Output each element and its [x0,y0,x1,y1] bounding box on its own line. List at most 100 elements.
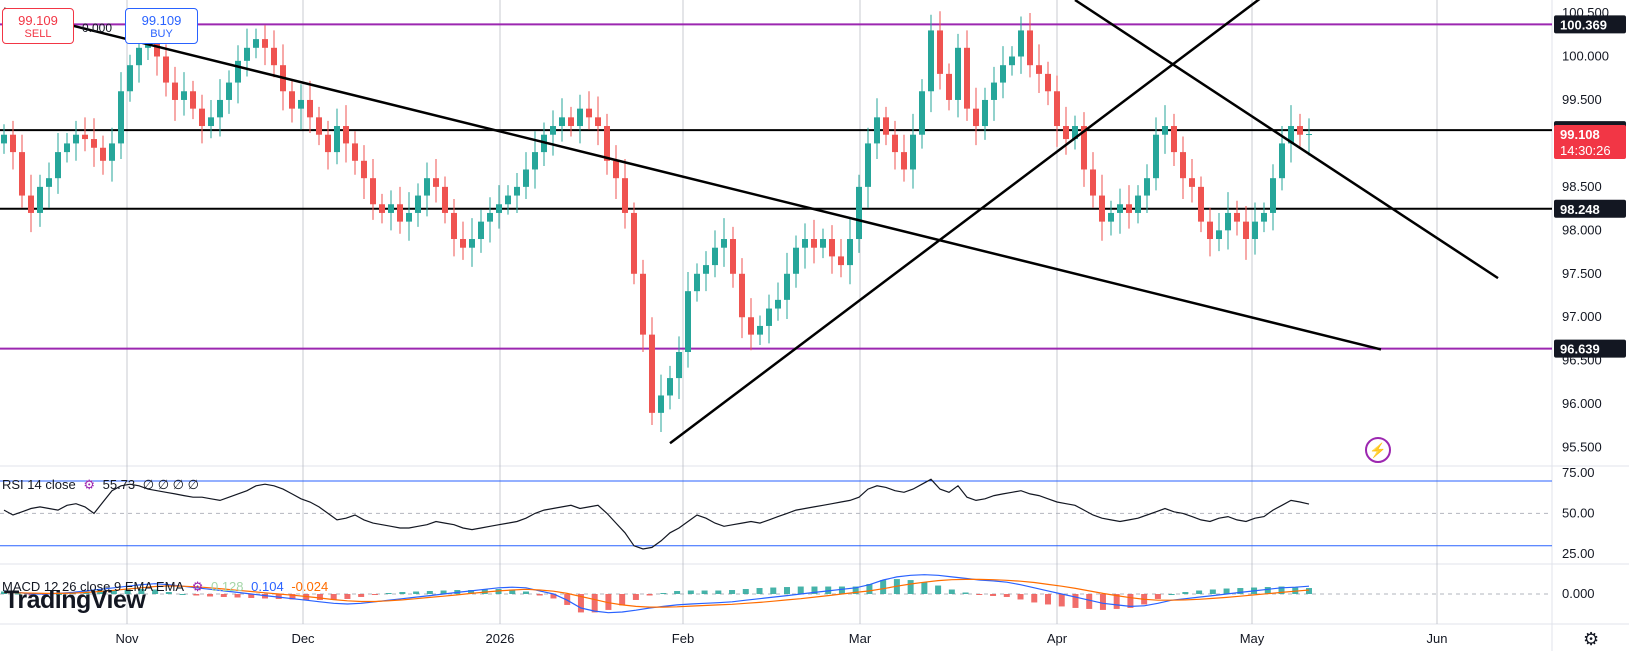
trendline [669,0,1261,445]
macd-histogram-bar [440,590,447,594]
candle-body [946,73,952,100]
rsi-legend[interactable]: RSI 14 close ⚙ 55.73 ∅ ∅ ∅ ∅ [2,477,203,493]
candle-body [190,91,196,109]
macd-settings-icon[interactable]: ⚙ [191,579,204,594]
rsi-settings-icon[interactable]: ⚙ [83,477,95,492]
candle-body [91,139,97,148]
candle-body [640,273,646,335]
candle-body [64,143,70,153]
macd-histogram-bar [124,589,131,594]
candle-body [730,239,736,274]
candle-body [460,239,466,248]
candle-body [1000,65,1006,83]
candle-body [649,334,655,413]
macd-histogram-bar [316,594,323,600]
candle-body [19,152,25,196]
macd-histogram-bar [468,590,475,594]
macd-histogram-bar [591,594,598,613]
candle-body [28,195,34,213]
macd-histogram-bar [110,590,117,594]
candle-body [793,247,799,274]
candle-body [1171,126,1177,153]
macd-histogram-bar [371,594,378,595]
macd-histogram-bar [344,594,351,599]
candle-body [1243,221,1249,240]
candle-body [1072,126,1078,140]
flash-icon[interactable]: ⚡ [1365,437,1391,463]
y-tick-label: 99.500 [1562,92,1602,107]
macd-histogram-bar [509,589,516,594]
candle-body [1144,178,1150,196]
tradingview-logo: TradingView [4,586,146,614]
candle-body [316,117,322,135]
price-label-bg [1554,339,1626,358]
y-tick-label: 95.500 [1562,440,1602,455]
candle-body [307,99,313,118]
spread-value: 0.000 [82,21,113,35]
y-tick-label: 100.000 [1562,48,1609,63]
macd-histogram-bar [14,593,21,595]
macd-histogram-bar [1113,594,1120,609]
gear-icon[interactable]: ⚙ [1583,629,1600,649]
candle-body [613,160,619,179]
candle-body [703,265,709,274]
candle-body [442,186,448,213]
sell-button[interactable]: 99.109 SELL [2,8,74,44]
candle-body [1063,126,1069,140]
candle-body [253,39,259,48]
macd-histogram-bar [1237,588,1244,594]
candle-body [739,273,745,318]
macd-histogram-bar [1086,594,1093,609]
candle-body [937,30,943,74]
candle-body [1279,143,1285,179]
candle-body [451,212,457,240]
candle-body [577,108,583,127]
candle-body [181,91,187,100]
candle-body [73,134,79,144]
candle-body [1117,204,1123,213]
macd-histogram-bar [275,594,282,599]
candle-body [712,247,718,266]
candle-body [514,186,520,196]
macd-histogram-bar [935,585,942,594]
candle-body [1180,152,1186,179]
buy-button[interactable]: 99.109 BUY [125,8,198,44]
candle-body [1,134,7,144]
macd-histogram-bar [660,593,667,595]
rsi-value: 55.73 [102,477,136,492]
macd-histogram-bar [948,589,955,594]
candle-body [1027,30,1033,66]
price-label-bg [1554,15,1626,34]
candle-body [631,212,637,274]
macd-histogram-bar [426,591,433,594]
candle-body [46,178,52,187]
macd-histogram-bar [495,589,502,594]
macd-histogram-bar [385,593,392,595]
y-tick-label: 97.500 [1562,266,1602,281]
macd-histogram-bar [234,594,241,598]
candle-body [550,126,556,135]
macd-histogram-bar [880,580,887,594]
macd-legend[interactable]: MACD 12 26 close 9 EMA EMA ⚙ 0.128 0.104… [2,579,332,595]
sell-label: SELL [24,28,52,40]
candle-body [424,178,430,196]
x-tick-label: Feb [672,631,694,646]
candle-body [928,30,934,92]
candle-body [1153,134,1159,179]
candle-body [82,134,88,140]
x-tick-label: 2026 [486,631,515,646]
candle-body [1126,204,1132,213]
candle-body [856,186,862,240]
candle-body [271,47,277,66]
candle-body [208,117,214,127]
candle-body [1135,195,1141,213]
macd-histogram-bar [1003,594,1010,597]
macd-histogram-bar [1264,587,1271,594]
x-tick-label: Jun [1427,631,1448,646]
macd-histogram-bar [715,590,722,594]
candle-body [811,239,817,248]
candle-body [1162,126,1168,135]
x-tick-label: Dec [291,631,315,646]
